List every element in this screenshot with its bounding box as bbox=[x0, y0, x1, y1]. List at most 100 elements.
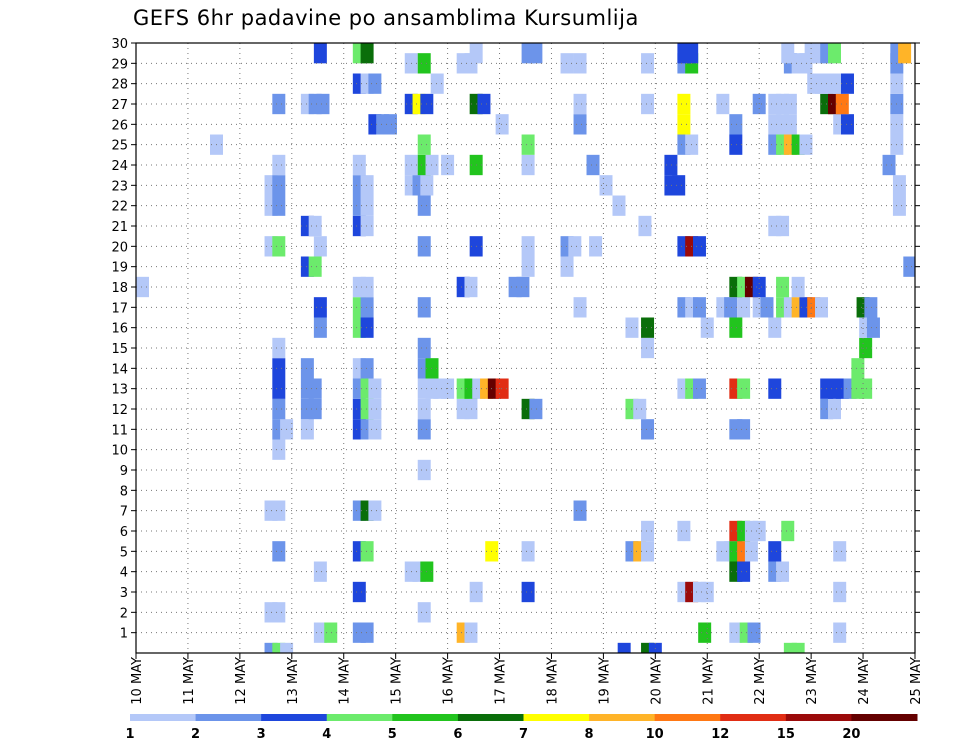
heatmap-cell bbox=[368, 419, 382, 440]
y-tick-label: 4 bbox=[120, 566, 128, 581]
heatmap-cell bbox=[417, 134, 431, 155]
heatmap-cell bbox=[648, 642, 662, 653]
heatmap-cell bbox=[612, 195, 626, 216]
heatmap-cell bbox=[752, 520, 766, 542]
heatmap-cell bbox=[833, 622, 847, 643]
heatmap-cell bbox=[828, 43, 841, 64]
heatmap-cell bbox=[599, 175, 613, 196]
heatmap-cell bbox=[776, 561, 790, 582]
heatmap-cell bbox=[791, 276, 805, 298]
heatmap-cell bbox=[360, 195, 374, 216]
heatmap-cell bbox=[560, 256, 574, 277]
heatmap-cell bbox=[417, 337, 431, 359]
heatmap-cell bbox=[840, 73, 854, 94]
heatmap-cell bbox=[692, 236, 706, 257]
heatmap-cell bbox=[737, 561, 751, 582]
colorbar-label: 5 bbox=[388, 727, 397, 742]
colorbar-label: 8 bbox=[585, 727, 594, 742]
heatmap-cell bbox=[430, 73, 444, 94]
heatmap-cell bbox=[313, 317, 327, 338]
heatmap-cell bbox=[573, 297, 587, 318]
x-tick-label: 25 MAY bbox=[909, 657, 924, 705]
heatmap-cell bbox=[641, 520, 655, 542]
heatmap-cell bbox=[308, 398, 322, 420]
heatmap-cell bbox=[724, 297, 738, 318]
heatmap-cell bbox=[300, 358, 314, 379]
heatmap-cell bbox=[313, 561, 327, 582]
heatmap-cell bbox=[368, 73, 382, 94]
y-tick-label: 1 bbox=[120, 627, 128, 642]
x-tick-label: 15 MAY bbox=[390, 657, 405, 705]
heatmap-cell bbox=[272, 154, 286, 176]
colorbar-label: 3 bbox=[257, 727, 266, 742]
y-tick-label: 10 bbox=[111, 444, 128, 459]
heatmap-cell bbox=[791, 642, 805, 653]
x-tick-label: 22 MAY bbox=[753, 657, 768, 705]
heatmap-cell bbox=[586, 154, 600, 176]
x-tick-label: 20 MAY bbox=[649, 657, 664, 705]
colorbar-segment bbox=[195, 714, 262, 721]
heatmap-cell bbox=[521, 236, 535, 257]
heatmap-cell bbox=[272, 541, 286, 562]
colorbar-segment bbox=[261, 714, 328, 721]
heatmap-cell bbox=[672, 175, 686, 196]
heatmap-cell bbox=[892, 175, 906, 196]
x-tick-label: 23 MAY bbox=[805, 657, 820, 705]
heatmap-cell bbox=[464, 398, 478, 420]
colorbar-label: 15 bbox=[777, 727, 795, 742]
colorbar-segment bbox=[130, 714, 197, 721]
heatmap-cell bbox=[417, 398, 431, 420]
heatmap-cell bbox=[324, 622, 338, 643]
heatmap-cell bbox=[776, 276, 790, 298]
colorbar-label: 12 bbox=[711, 727, 729, 742]
heatmap-cell bbox=[783, 93, 797, 115]
y-tick-label: 19 bbox=[111, 261, 128, 276]
heatmap-cell bbox=[560, 53, 574, 74]
heatmap-cell bbox=[360, 43, 374, 64]
heatmap-cell bbox=[272, 236, 286, 257]
heatmap-cell bbox=[633, 398, 647, 420]
colorbar-segment bbox=[523, 714, 590, 721]
y-tick-label: 2 bbox=[120, 606, 128, 621]
heatmap-cell bbox=[729, 317, 743, 338]
colorbar-label: 4 bbox=[322, 727, 331, 742]
heatmap-cell bbox=[783, 642, 797, 653]
heatmap-cell bbox=[700, 317, 714, 338]
heatmap-cell bbox=[521, 581, 535, 603]
heatmap-cell bbox=[272, 195, 286, 216]
heatmap-cell bbox=[464, 276, 478, 298]
y-tick-label: 22 bbox=[111, 200, 128, 215]
heatmap-cell bbox=[833, 581, 847, 603]
heatmap-cell bbox=[617, 642, 631, 653]
heatmap-cell bbox=[692, 378, 706, 399]
x-tick-label: 19 MAY bbox=[597, 657, 612, 705]
heatmap-cell bbox=[495, 114, 509, 135]
heatmap-cell bbox=[737, 378, 751, 399]
heatmap-cell bbox=[360, 297, 374, 318]
heatmap-cell bbox=[477, 93, 491, 115]
heatmap-cell bbox=[641, 419, 655, 440]
y-tick-label: 28 bbox=[111, 78, 128, 93]
y-tick-label: 25 bbox=[111, 139, 128, 154]
heatmap-cell bbox=[729, 622, 743, 643]
colorbar-label: 7 bbox=[519, 727, 528, 742]
y-tick-label: 29 bbox=[111, 57, 128, 72]
heatmap-cell bbox=[383, 114, 397, 135]
heatmap-cell bbox=[272, 358, 286, 379]
heatmap-cell bbox=[352, 581, 366, 603]
heatmap-cell bbox=[641, 337, 655, 359]
heatmap-cell bbox=[360, 215, 374, 237]
heatmap-cell bbox=[272, 602, 286, 623]
y-tick-label: 14 bbox=[111, 362, 128, 377]
heatmap-cell bbox=[768, 317, 782, 338]
colorbar-label: 20 bbox=[842, 727, 860, 742]
y-tick-label: 9 bbox=[120, 464, 128, 479]
heatmap-cell bbox=[516, 276, 530, 298]
heatmap-cell bbox=[589, 236, 603, 257]
x-tick-label: 14 MAY bbox=[338, 657, 353, 705]
heatmap-cell bbox=[776, 215, 790, 237]
heatmap-cell bbox=[425, 154, 439, 176]
heatmap-cell bbox=[573, 93, 587, 115]
x-tick-label: 16 MAY bbox=[442, 657, 457, 705]
heatmap-cell bbox=[521, 541, 535, 562]
